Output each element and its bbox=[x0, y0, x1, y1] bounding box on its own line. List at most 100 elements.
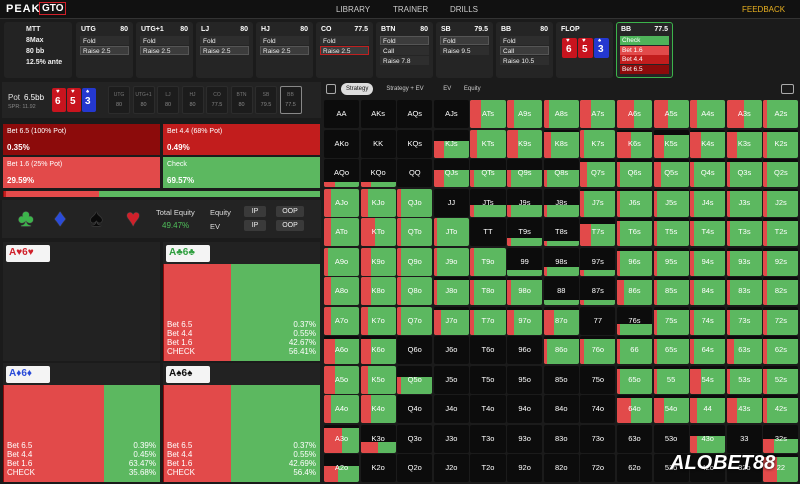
hand-cell[interactable]: 98o bbox=[507, 277, 543, 306]
hand-cell[interactable]: 94o bbox=[507, 395, 543, 424]
hand-cell[interactable]: 97o bbox=[507, 306, 543, 335]
mini-position[interactable]: CO 77.5 bbox=[206, 86, 228, 114]
hand-cell[interactable]: Q2o bbox=[397, 454, 433, 483]
hand-cell[interactable]: QJo bbox=[397, 188, 433, 217]
position-action[interactable]: Call bbox=[380, 46, 429, 55]
hand-cell[interactable]: 53o bbox=[653, 424, 689, 453]
hand-cell[interactable]: T6o bbox=[470, 336, 506, 365]
position-action[interactable]: Fold bbox=[200, 36, 249, 45]
hand-cell[interactable]: 77 bbox=[580, 306, 616, 335]
hand-cell[interactable]: A5o bbox=[324, 365, 360, 394]
hand-cell[interactable]: 92s bbox=[763, 247, 799, 276]
hand-cell[interactable]: K4s bbox=[690, 129, 726, 158]
hand-cell[interactable]: 94s bbox=[690, 247, 726, 276]
position-action[interactable]: Raise 2.5 bbox=[80, 46, 129, 55]
hand-cell[interactable]: AA bbox=[324, 100, 360, 129]
suit-filter[interactable]: ♣ bbox=[18, 205, 34, 232]
action-box[interactable]: Bet 4.4 (68% Pot) 0.49% bbox=[163, 124, 320, 155]
position-action[interactable]: Fold bbox=[500, 36, 549, 45]
hand-cell[interactable]: 87o bbox=[543, 306, 579, 335]
hand-cell[interactable]: 32o bbox=[726, 454, 762, 483]
position-card[interactable]: SB 79.5 Fold Raise 9.5 bbox=[436, 22, 493, 78]
hand-cell[interactable]: ATo bbox=[324, 218, 360, 247]
toggle-button[interactable]: IP bbox=[244, 220, 266, 231]
hand-cell[interactable]: KQo bbox=[360, 159, 396, 188]
hand-cell[interactable]: AQo bbox=[324, 159, 360, 188]
hand-cell[interactable]: QQ bbox=[397, 159, 433, 188]
hand-cell[interactable]: T4o bbox=[470, 395, 506, 424]
position-action[interactable]: Raise 10.5 bbox=[500, 56, 549, 65]
flop-card[interactable]: FLOP ♥ 6 ♥ 5 ♠ 3 bbox=[556, 22, 613, 78]
position-action[interactable]: Fold bbox=[80, 36, 129, 45]
hand-cell[interactable]: 53s bbox=[726, 365, 762, 394]
hand-cell[interactable]: J3o bbox=[433, 424, 469, 453]
current-card[interactable]: BB 77.5 Check Bet 1.6 Bet 4.4 Bet 6.5 bbox=[616, 22, 673, 78]
hand-cell[interactable]: 55 bbox=[653, 365, 689, 394]
hand-cell[interactable]: Q8o bbox=[397, 277, 433, 306]
hand-cell[interactable]: Q6s bbox=[616, 159, 653, 188]
hand-cell[interactable]: 33 bbox=[726, 424, 762, 453]
hand-cell[interactable]: A3o bbox=[324, 424, 360, 453]
hand-cell[interactable]: K3s bbox=[726, 129, 762, 158]
hand-cell[interactable]: 43o bbox=[690, 424, 726, 453]
position-action[interactable]: Raise 2.5 bbox=[140, 46, 189, 55]
hand-cell[interactable]: T3s bbox=[726, 218, 762, 247]
hand-cell[interactable]: QTs bbox=[470, 159, 506, 188]
hand-cell[interactable]: 73s bbox=[726, 306, 762, 335]
hand-cell[interactable]: Q9o bbox=[397, 247, 433, 276]
position-action[interactable]: Call bbox=[500, 46, 549, 55]
hand-cell[interactable]: J2o bbox=[433, 454, 469, 483]
mini-position[interactable]: SB 79.5 bbox=[255, 86, 277, 114]
hand-cell[interactable]: T8s bbox=[543, 218, 579, 247]
hand-cell[interactable]: J4o bbox=[433, 395, 469, 424]
hand-cell[interactable]: A8o bbox=[324, 277, 360, 306]
hand-cell[interactable]: 96o bbox=[507, 336, 543, 365]
hand-cell[interactable]: 63o bbox=[616, 424, 653, 453]
hand-cell[interactable]: J6s bbox=[616, 188, 653, 217]
hand-cell[interactable]: J2s bbox=[763, 188, 799, 217]
hand-cell[interactable]: 62s bbox=[763, 336, 799, 365]
hand-cell[interactable]: A8s bbox=[543, 100, 579, 129]
hand-cell[interactable]: 75o bbox=[580, 365, 616, 394]
hand-cell[interactable]: 32s bbox=[763, 424, 799, 453]
hand-cell[interactable]: 62o bbox=[616, 454, 653, 483]
suit-filter[interactable]: ♠ bbox=[90, 205, 103, 232]
hand-cell[interactable]: 63s bbox=[726, 336, 762, 365]
hand-cell[interactable]: 43s bbox=[726, 395, 762, 424]
hand-cell[interactable]: T7s bbox=[580, 218, 616, 247]
hand-cell[interactable]: 66 bbox=[616, 336, 653, 365]
hand-cell[interactable]: 65o bbox=[616, 365, 653, 394]
mini-position[interactable]: BTN 80 bbox=[230, 86, 253, 114]
hand-cell[interactable]: 75s bbox=[653, 306, 689, 335]
position-action[interactable]: Fold bbox=[380, 36, 429, 45]
hand-cell[interactable]: 44 bbox=[690, 395, 726, 424]
hand-cell[interactable]: A6s bbox=[616, 100, 653, 129]
hand-cell[interactable]: 95o bbox=[507, 365, 543, 394]
hand-cell[interactable]: 42s bbox=[763, 395, 799, 424]
hand-cell[interactable]: A3s bbox=[726, 100, 762, 129]
hand-cell[interactable]: T6s bbox=[616, 218, 653, 247]
hand-cell[interactable]: Q3s bbox=[726, 159, 762, 188]
hand-cell[interactable]: TT bbox=[470, 218, 506, 247]
hand-cell[interactable]: KTs bbox=[470, 129, 506, 158]
hand-cell[interactable]: J7s bbox=[580, 188, 616, 217]
hand-cell[interactable]: QJs bbox=[433, 159, 469, 188]
hand-cell[interactable]: 86o bbox=[543, 336, 579, 365]
feedback[interactable]: FEEDBACK bbox=[742, 5, 786, 14]
hand-cell[interactable]: AJo bbox=[324, 188, 360, 217]
position-card[interactable]: LJ 80 Fold Raise 2.5 bbox=[196, 22, 253, 78]
hand-cell[interactable]: 83o bbox=[543, 424, 579, 453]
current-action[interactable]: Check bbox=[620, 36, 669, 45]
hand-cell[interactable]: Q6o bbox=[397, 336, 433, 365]
hand-cell[interactable]: T2s bbox=[763, 218, 799, 247]
hand-cell[interactable]: A2s bbox=[763, 100, 799, 129]
hand-cell[interactable]: K3o bbox=[360, 424, 396, 453]
grid-icon[interactable] bbox=[326, 84, 336, 94]
hand-cell[interactable]: T3o bbox=[470, 424, 506, 453]
hand-cell[interactable]: 95s bbox=[653, 247, 689, 276]
hand-cell[interactable]: 82s bbox=[763, 277, 799, 306]
hand-cell[interactable]: 98s bbox=[543, 247, 579, 276]
action-box[interactable]: Bet 6.5 (100% Pot) 0.35% bbox=[3, 124, 160, 155]
hand-cell[interactable]: K5o bbox=[360, 365, 396, 394]
hand-cell[interactable]: AQs bbox=[397, 100, 433, 129]
